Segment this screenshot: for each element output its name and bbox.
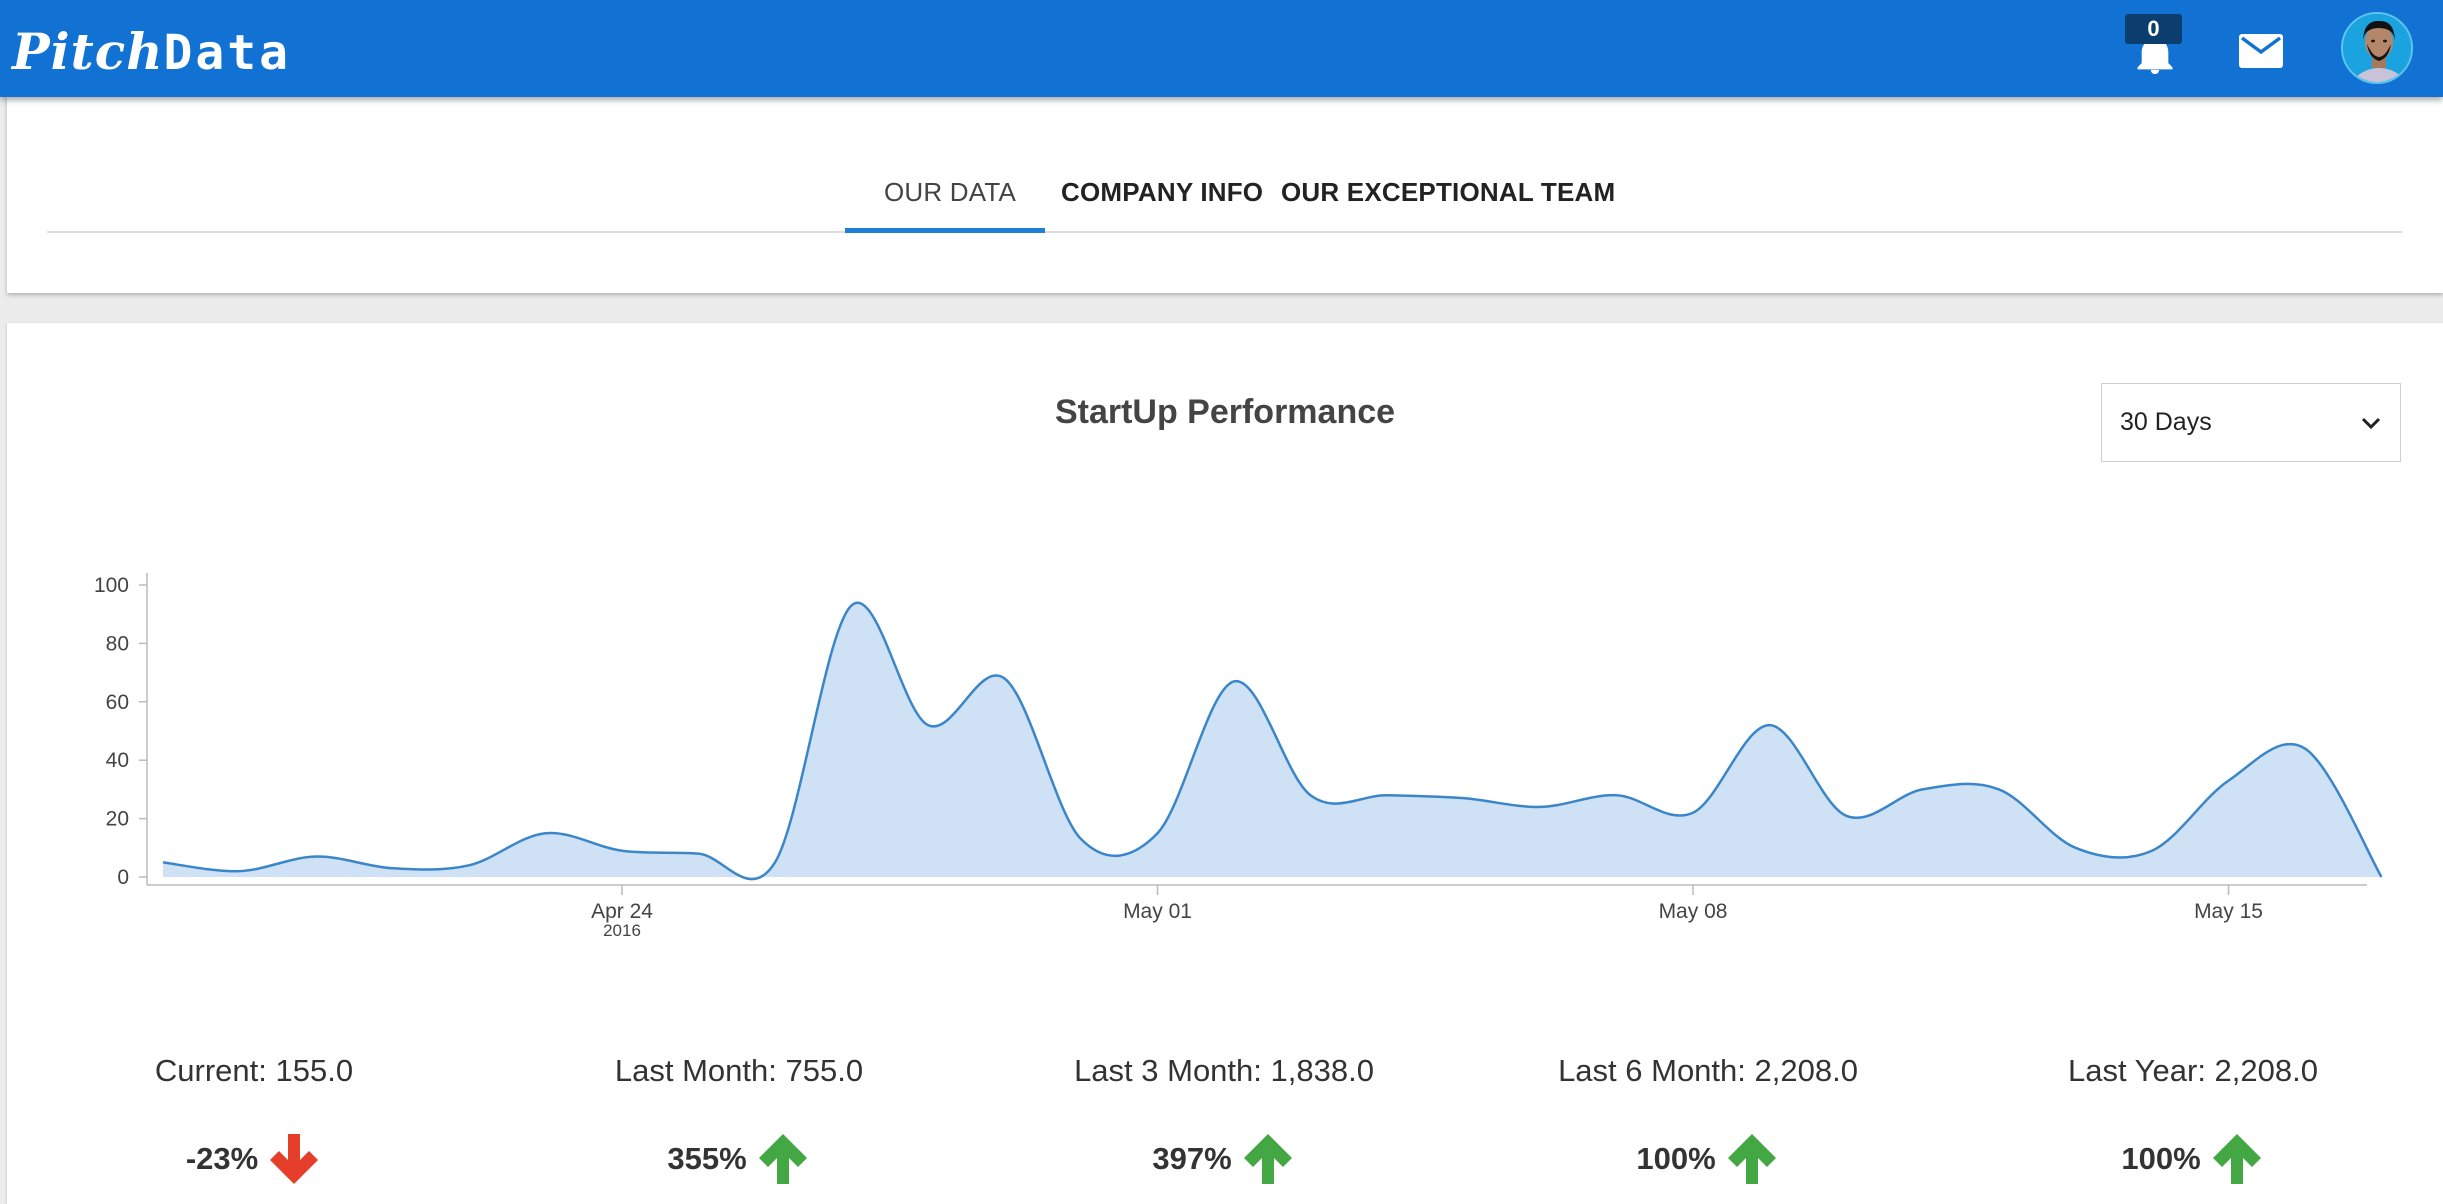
x-tick-label: May 01 bbox=[1123, 900, 1192, 923]
notifications-button[interactable]: 0 bbox=[2125, 14, 2195, 84]
stat-label: Current: 155.0 bbox=[154, 1053, 354, 1088]
messages-button[interactable] bbox=[2238, 33, 2284, 69]
stat-item: Last 3 Month: 1,838.0 397% bbox=[994, 1053, 1454, 1187]
stat-item: Last Month: 755.0 355% bbox=[509, 1053, 969, 1187]
period-select-value: 30 Days bbox=[2120, 408, 2212, 436]
arrow-up-icon bbox=[1727, 1134, 1776, 1184]
y-tick-label: 40 bbox=[106, 749, 129, 772]
stat-label: Last Month: 755.0 bbox=[614, 1053, 864, 1088]
logo-text-data: Data bbox=[163, 25, 292, 81]
stat-item: Last Year: 2,208.0 100% bbox=[1963, 1053, 2423, 1187]
stat-label: Last 6 Month: 2,208.0 bbox=[1558, 1053, 1858, 1088]
stat-percent: 355% bbox=[667, 1141, 747, 1176]
chart-title: StartUp Performance bbox=[1054, 393, 1396, 431]
stat-change: -23% bbox=[24, 1131, 484, 1187]
top-navbar: Pitch Data 0 bbox=[0, 0, 2443, 97]
logo-text-pitch: Pitch bbox=[12, 22, 164, 81]
user-avatar[interactable] bbox=[2341, 12, 2413, 84]
stat-percent: 100% bbox=[2121, 1141, 2201, 1176]
x-tick-sublabel: 2016 bbox=[603, 921, 641, 940]
stat-percent: -23% bbox=[185, 1141, 259, 1176]
stat-change: 100% bbox=[1963, 1131, 2423, 1187]
bell-icon bbox=[2137, 34, 2173, 74]
stat-change: 100% bbox=[1478, 1131, 1938, 1187]
arrow-up-icon bbox=[758, 1134, 807, 1184]
y-tick-label: 100 bbox=[94, 574, 129, 597]
tab-our-exceptional-team[interactable]: OUR EXCEPTIONAL TEAM bbox=[1281, 177, 1616, 207]
performance-card: 0 20 40 60 80 100 Apr 24 2016 May 01 May 08 May 15… bbox=[7, 323, 2443, 1204]
stat-change: 397% bbox=[994, 1131, 1454, 1187]
arrow-up-icon bbox=[2212, 1134, 2261, 1184]
stat-label: Last 3 Month: 1,838.0 bbox=[1074, 1053, 1374, 1088]
avatar-image bbox=[2343, 14, 2411, 82]
tab-our-data[interactable]: OUR DATA bbox=[884, 177, 1017, 207]
tabs-card: OUR DATA COMPANY INFO OUR EXCEPTIONAL TE… bbox=[7, 97, 2443, 293]
active-tab-indicator bbox=[845, 228, 1045, 233]
series-area bbox=[163, 602, 2382, 880]
stat-item: Current: 155.0 -23% bbox=[24, 1053, 484, 1187]
stat-item: Last 6 Month: 2,208.0 100% bbox=[1478, 1053, 1938, 1187]
stat-percent: 397% bbox=[1152, 1141, 1232, 1176]
stat-label: Last Year: 2,208.0 bbox=[2068, 1053, 2318, 1088]
series-line bbox=[162, 601, 2383, 881]
tabs-divider bbox=[47, 231, 2402, 233]
arrow-up-icon bbox=[1243, 1134, 1292, 1184]
arrow-down-icon bbox=[270, 1134, 319, 1184]
x-tick-label: Apr 24 bbox=[591, 900, 653, 923]
y-tick-label: 60 bbox=[106, 691, 129, 714]
mail-icon bbox=[2239, 34, 2283, 68]
x-tick-label: May 08 bbox=[1659, 900, 1728, 923]
tab-company-info[interactable]: COMPANY INFO bbox=[1061, 177, 1264, 207]
stat-change: 355% bbox=[509, 1131, 969, 1187]
period-select[interactable]: 30 Days bbox=[2101, 383, 2401, 462]
x-tick-label: May 15 bbox=[2194, 900, 2263, 923]
notification-count-badge: 0 bbox=[2125, 14, 2182, 44]
stat-percent: 100% bbox=[1636, 1141, 1716, 1176]
app-logo[interactable]: Pitch Data bbox=[12, 22, 291, 82]
y-tick-label: 0 bbox=[117, 866, 129, 889]
y-tick-label: 20 bbox=[106, 808, 129, 831]
chevron-down-icon bbox=[2361, 417, 2381, 429]
y-tick-label: 80 bbox=[106, 632, 129, 655]
